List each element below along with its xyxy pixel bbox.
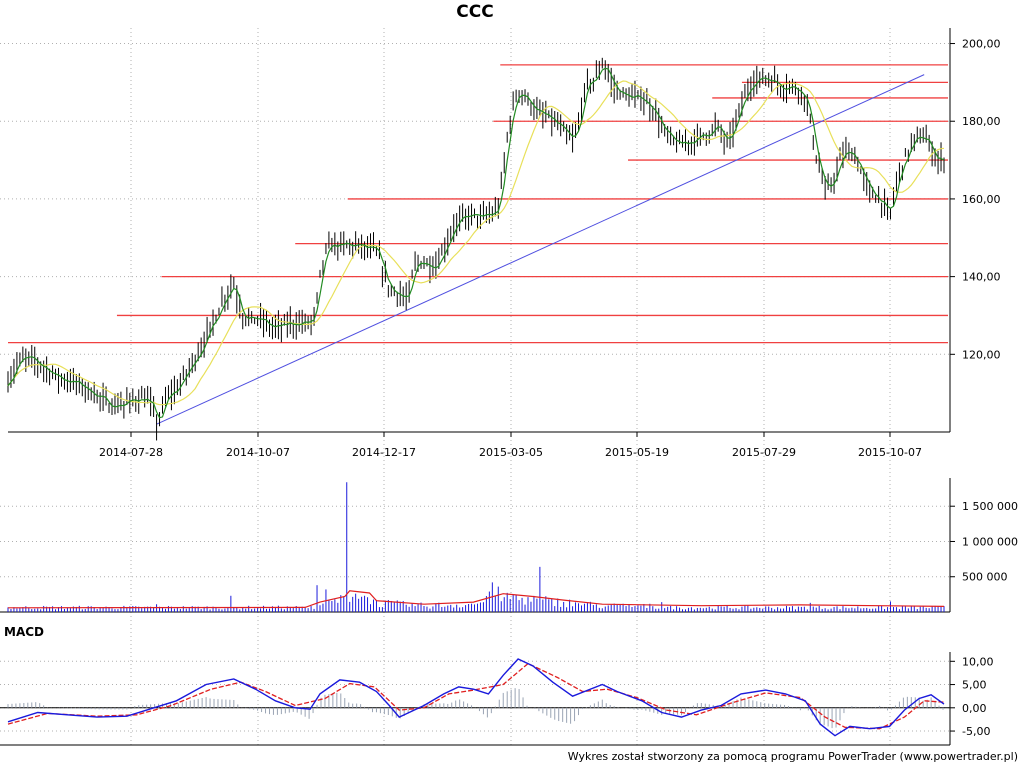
volume-y-tick-label: 500 000 (962, 571, 1008, 584)
macd-y-tick-label: 0,00 (962, 702, 987, 715)
volume-y-tick-label: 1 000 000 (962, 535, 1018, 548)
chart-title: CCC (456, 2, 494, 22)
macd-signal-line (7, 662, 945, 730)
volume-bars (7, 482, 945, 612)
macd-y-tick-label: 10,00 (962, 655, 994, 668)
trend-line (156, 74, 925, 425)
price-y-tick-label: 200,00 (962, 38, 1001, 51)
volume-y-tick-label: 1 500 000 (962, 500, 1018, 513)
footer-credit: Wykres został stworzony za pomocą progra… (567, 750, 1018, 763)
ma-short-line (7, 67, 945, 419)
x-tick-label: 2014-12-17 (352, 446, 416, 459)
ma-long-line (7, 80, 945, 406)
price-y-tick-label: 180,00 (962, 115, 1001, 128)
x-tick-label: 2015-03-05 (479, 446, 543, 459)
macd-histogram (7, 688, 944, 729)
macd-y-tick-label: 5,00 (962, 679, 987, 692)
x-tick-label: 2014-10-07 (226, 446, 290, 459)
x-tick-label: 2015-05-19 (605, 446, 669, 459)
price-y-tick-label: 120,00 (962, 348, 1001, 361)
macd-line (7, 658, 945, 737)
x-tick-label: 2014-07-28 (99, 446, 163, 459)
price-candles (7, 57, 945, 441)
grid-lines (0, 28, 950, 745)
price-y-tick-label: 140,00 (962, 271, 1001, 284)
x-tick-label: 2015-07-29 (732, 446, 796, 459)
x-tick-label: 2015-10-07 (858, 446, 922, 459)
volume-avg-line (7, 590, 945, 609)
support-resistance-lines (8, 64, 948, 344)
macd-panel-label: MACD (4, 625, 44, 639)
macd-y-tick-label: -5,00 (962, 725, 990, 738)
price-y-tick-label: 160,00 (962, 193, 1001, 206)
